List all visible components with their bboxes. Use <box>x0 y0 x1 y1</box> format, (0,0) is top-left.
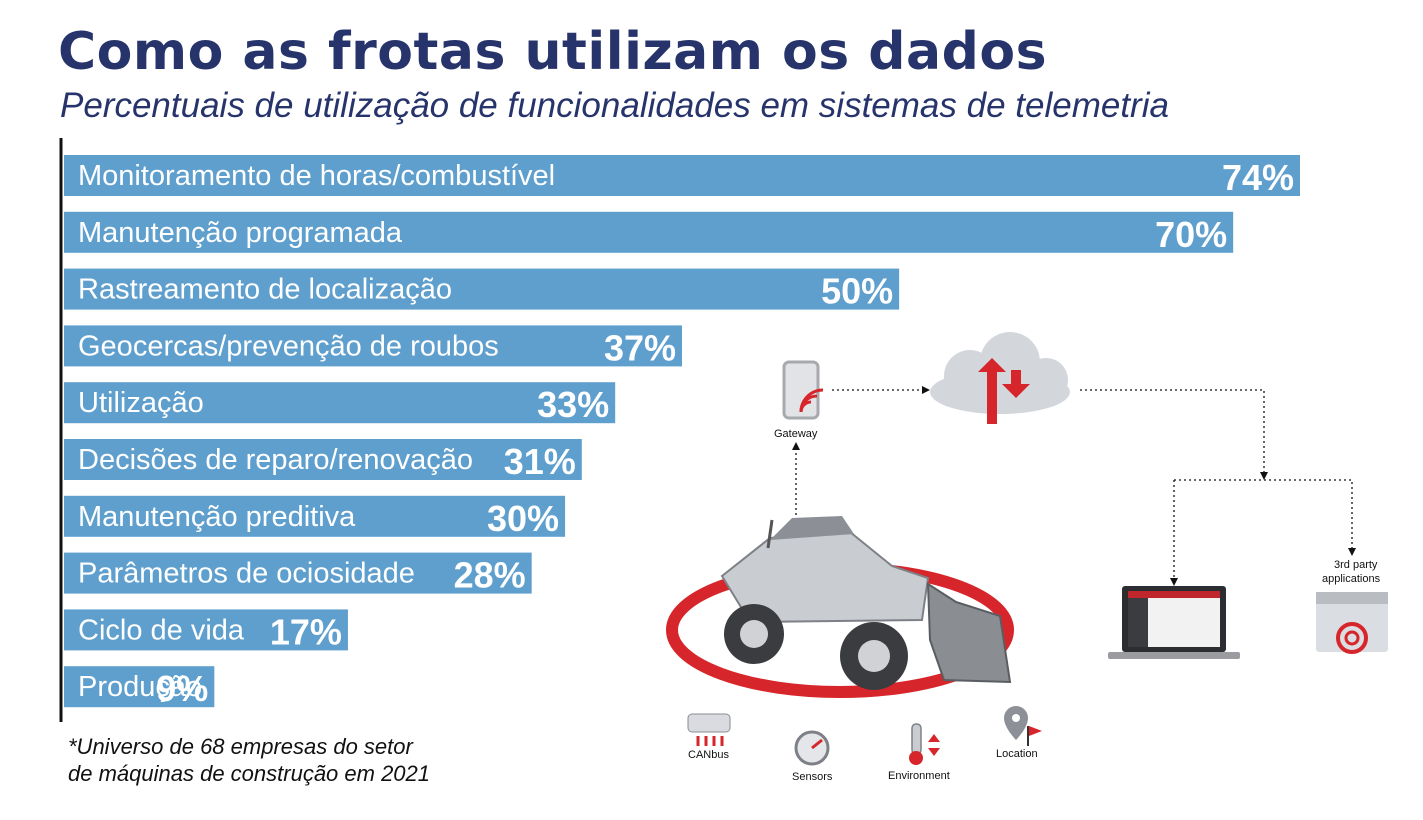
bar-value-label: 30% <box>487 498 559 539</box>
third-party-label-2: applications <box>1322 573 1381 585</box>
bar <box>64 211 1234 253</box>
sensors-label: Sensors <box>792 771 833 783</box>
cloud-icon <box>930 332 1070 424</box>
connector-lines <box>795 389 1353 582</box>
laptop-icon <box>1108 586 1240 659</box>
bar <box>64 552 532 594</box>
bar <box>64 382 616 424</box>
bar-value-label: 70% <box>1155 214 1227 255</box>
wheel-loader-icon <box>666 516 1014 698</box>
bar-category-label: Ciclo de vida <box>78 614 245 646</box>
bar-category-label: Manutenção preditiva <box>78 501 356 533</box>
bar-value-label: 33% <box>537 384 609 425</box>
footnote-line-2: de máquinas de construção em 2021 <box>68 761 431 786</box>
bar-category-label: Rastreamento de localização <box>78 274 452 306</box>
location-pin-icon <box>1004 706 1042 746</box>
bar <box>64 439 582 480</box>
chart-title: Como as frotas utilizam os dados <box>58 22 1048 82</box>
environment-label: Environment <box>888 770 950 782</box>
bar <box>64 155 1300 196</box>
bar-category-label: Geocercas/prevenção de roubos <box>78 330 499 362</box>
bar-value-label: 28% <box>454 555 526 596</box>
bar <box>64 325 682 367</box>
bar <box>64 666 215 708</box>
footnote: *Universo de 68 empresas do setor de máq… <box>68 733 508 787</box>
canbus-label: CANbus <box>688 749 729 761</box>
chart-subtitle: Percentuais de utilização de funcionalid… <box>60 86 1169 125</box>
bar-value-label: 17% <box>270 611 342 652</box>
telemetry-illustration: Gateway 3rd party applications <box>666 332 1388 783</box>
bar-category-label: Utilização <box>78 387 204 419</box>
bar-category-label: Parâmetros de ociosidade <box>78 558 415 590</box>
bar-value-label: 74% <box>1222 157 1294 198</box>
bar <box>64 609 348 651</box>
connector-arrowheads <box>792 386 1356 586</box>
bar-category-label: Decisões de reparo/renovação <box>78 444 473 476</box>
bar-value-label: 50% <box>821 271 893 312</box>
gateway-icon <box>782 360 824 420</box>
bar-value-label: 37% <box>604 327 676 368</box>
canbus-icon <box>687 713 731 746</box>
location-label: Location <box>996 748 1038 760</box>
bar-value-label: 9% <box>156 668 208 709</box>
bar-value-label: 31% <box>504 441 576 482</box>
app-settings-icon <box>1316 592 1388 654</box>
bar-category-label: Produção <box>78 671 202 703</box>
footnote-line-1: *Universo de 68 empresas do setor <box>68 734 413 759</box>
bar <box>64 268 900 310</box>
bar-category-label: Manutenção programada <box>78 217 403 249</box>
bar <box>64 495 566 537</box>
bar-category-label: Monitoramento de horas/combustível <box>78 160 555 192</box>
thermometer-icon <box>909 723 940 765</box>
third-party-label-1: 3rd party <box>1334 559 1378 571</box>
sensors-icon <box>794 730 830 766</box>
gateway-label: Gateway <box>774 428 818 440</box>
